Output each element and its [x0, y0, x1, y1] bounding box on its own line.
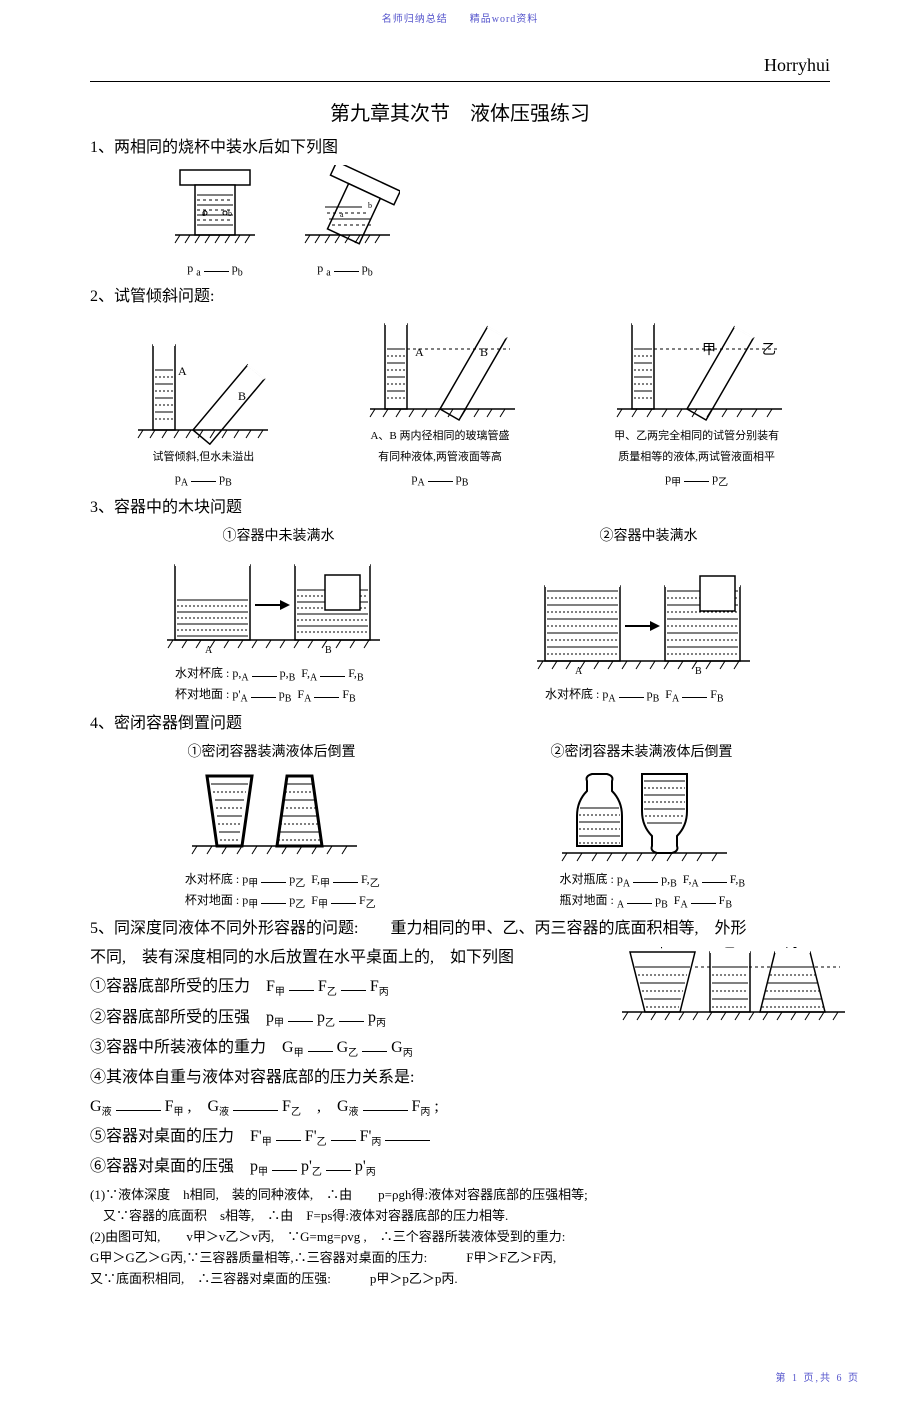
author-name: Horryhui: [90, 55, 830, 76]
svg-text:B: B: [325, 645, 332, 656]
q5-item4: ④其液体自重与液体对容器底部的压力关系是:: [90, 1066, 830, 1090]
diagram-5: 甲 乙 丙: [620, 947, 850, 1037]
q5-item4b: G液 F甲 , G液 F乙 , G液 F丙 ;: [90, 1095, 830, 1120]
problem-3: 3、容器中的木块问题: [90, 496, 830, 520]
diagram-1a: a b p a pb: [170, 165, 260, 280]
solution-1: (1)∵液体深度 h相同, 装的同种液体, ∴由 p=ρgh得:液体对容器底部的…: [90, 1185, 830, 1206]
svg-text:甲: 甲: [702, 343, 716, 358]
q4-sub2: ②密闭容器未装满液体后倒置: [551, 741, 733, 761]
svg-text:a: a: [340, 210, 344, 219]
diagram-1b: ab p a pb: [290, 165, 400, 280]
q5-item5: ⑤容器对桌面的压力 F'甲 F'乙 F'丙: [90, 1125, 830, 1150]
diagram-2b: A B A、B 两内径相同的玻璃管盛 有同种液体,两管液面等高 pA pB: [360, 314, 520, 490]
svg-text:B: B: [238, 389, 246, 403]
problem-2: 2、试管倾斜问题:: [90, 285, 830, 309]
svg-text:A: A: [575, 666, 583, 677]
diagram-4b: 水对瓶底 : pA p,B F,A F,B 瓶对地面 : A pB FA FB: [549, 766, 745, 913]
problem-1: 1、两相同的烧杯中装水后如下列图: [90, 136, 830, 160]
solution-5: 又∵底面积相同, ∴三容器对桌面的压强: p甲＞p乙＞p丙.: [90, 1269, 830, 1290]
solution-4: G甲＞G乙＞G丙,∵三容器质量相等,∴三容器对桌面的压力: F甲＞F乙＞F丙,: [90, 1248, 830, 1269]
q3-sub2: ②容器中装满水: [600, 525, 698, 545]
svg-text:b: b: [368, 201, 372, 210]
svg-text:乙: 乙: [723, 947, 736, 950]
diagram-2c: 甲 乙 甲、乙两完全相同的试管分别装有 质量相等的液体,两试管液面相平 p甲 p…: [607, 314, 787, 490]
diagram-3a: AB 水对杯底 : p,A p,B F,A F,B 杯对地面 : p'A pB …: [165, 550, 385, 707]
svg-text:A: A: [178, 364, 187, 378]
svg-text:乙: 乙: [762, 342, 776, 358]
page-title: 第九章其次节 液体压强练习: [90, 97, 830, 126]
svg-text:B: B: [695, 666, 702, 677]
q3-sub1: ①容器中未装满水: [223, 525, 335, 545]
page-footer: 第 1 页,共 6 页: [0, 1329, 920, 1404]
svg-text:甲: 甲: [655, 947, 668, 950]
svg-text:A: A: [205, 645, 213, 656]
q5-item6: ⑥容器对桌面的压强 p甲 p'乙 p'丙: [90, 1155, 830, 1180]
solution-2: 又∵容器的底面积 s相等, ∴由 F=ps得:液体对容器底部的压力相等.: [90, 1206, 830, 1227]
problem-5-line1: 5、同深度同液体不同外形容器的问题: 重力相同的甲、乙、丙三容器的底面积相等, …: [90, 917, 830, 941]
q5-item3: ③容器中所装液体的重力 G甲 G乙 G丙: [90, 1036, 830, 1061]
q4-sub1: ①密闭容器装满液体后倒置: [188, 741, 356, 761]
diagram-2a: A B 试管倾斜,但水未溢出 pA pB: [133, 335, 273, 491]
solution-3: (2)由图可知, v甲＞v乙＞v丙, ∵G=mg=ρvg , ∴三个容器所装液体…: [90, 1227, 830, 1248]
svg-text:丙: 丙: [785, 947, 798, 950]
svg-text:A: A: [415, 345, 424, 359]
diagram-4a: 水对杯底 : p甲 p乙 F,甲 F,乙 杯对地面 : p甲 p乙 F甲 F乙: [175, 766, 380, 913]
problem-4: 4、密闭容器倒置问题: [90, 712, 830, 736]
svg-text:a: a: [202, 209, 206, 218]
svg-text:B: B: [480, 345, 488, 359]
content: Horryhui 第九章其次节 液体压强练习 1、两相同的烧杯中装水后如下列图 …: [0, 25, 920, 1329]
svg-text:b: b: [228, 209, 232, 218]
diagram-3b: AB 水对杯底 : pA pB FA FB: [535, 571, 755, 706]
divider: [90, 81, 830, 82]
top-header: 名师归纳总结 精品word资料: [0, 0, 920, 25]
